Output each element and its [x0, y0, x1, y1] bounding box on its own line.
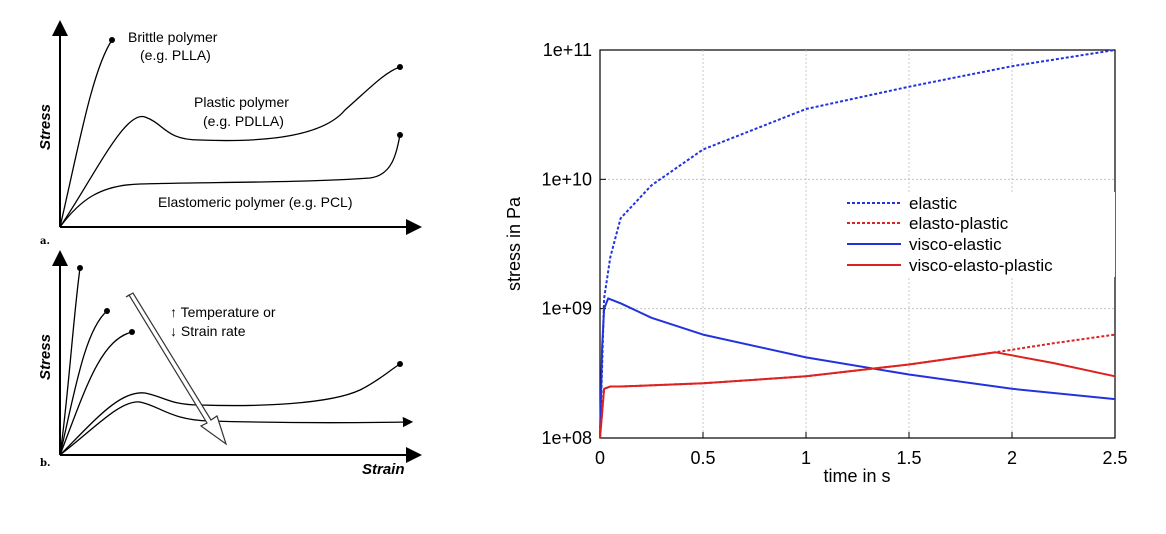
panel-a-brittle-label-1: Brittle polymer [128, 29, 218, 45]
panel-a-plastic-label-2: (e.g. PDLLA) [203, 113, 284, 129]
x-tick-label: 0 [595, 448, 605, 468]
x-tick-label: 0.5 [690, 448, 715, 468]
panel-b: Stress Strain b. ↑ Temperature or ↓ Stra… [37, 250, 422, 478]
x-tick-label: 1.5 [896, 448, 921, 468]
series-line-visco-elasto-plastic [599, 351, 1116, 439]
panel-b-x-label: Strain [362, 461, 405, 478]
chart-grid [600, 50, 1115, 438]
legend-label-elastic: elastic [909, 194, 958, 213]
panel-b-curve-1 [59, 267, 81, 456]
panel-a-letter: a. [40, 236, 50, 247]
series-line-elasto-plastic [599, 333, 1116, 439]
panel-b-curve-3-end-dot [129, 329, 135, 335]
panel-a-brittle-curve [59, 39, 113, 228]
series-line-visco-elastic [599, 297, 1116, 439]
panel-b-trend-arrow [125, 292, 228, 446]
series-line-elastic [599, 49, 1116, 439]
chart-y-label: stress in Pa [504, 196, 524, 291]
y-tick-label: 1e+08 [541, 428, 592, 448]
stress-time-chart: 0 0.5 1 1.5 2 2.5 1e+08 1e+09 1e+10 1e+11 time in… [504, 40, 1128, 486]
x-tick-label: 2.5 [1102, 448, 1127, 468]
panel-b-y-label: Stress [37, 334, 54, 380]
x-tick-label: 2 [1007, 448, 1017, 468]
chart-ticks: 0 0.5 1 1.5 2 2.5 1e+08 1e+09 1e+10 1e+11 [541, 40, 1127, 468]
chart-series [599, 49, 1116, 439]
legend-label-visco-elasto-plastic: visco-elasto-plastic [909, 256, 1053, 275]
panel-b-curve-4-end-dot [397, 361, 403, 367]
panel-a-elastomeric-curve [59, 134, 401, 228]
panel-b-curve-3 [59, 331, 133, 456]
panel-a-brittle-end-dot [109, 37, 115, 43]
legend-label-elasto-plastic: elasto-plastic [909, 214, 1009, 233]
panel-a-brittle-label-2: (e.g. PLLA) [140, 47, 211, 63]
x-tick-label: 1 [801, 448, 811, 468]
y-tick-label: 1e+09 [541, 299, 592, 319]
panel-a-y-label: Stress [37, 104, 54, 150]
panel-a-plastic-curve [59, 66, 401, 228]
chart-legend: elastic elasto-plastic visco-elastic vis… [843, 192, 1115, 277]
panel-b-letter: b. [40, 458, 50, 469]
panel-a-plastic-end-dot [397, 64, 403, 70]
panel-b-curve-5 [59, 401, 414, 456]
legend-background [843, 192, 1115, 277]
panel-a-plastic-label-1: Plastic polymer [194, 94, 289, 110]
panel-b-curve-2 [59, 310, 108, 456]
panel-b-annotation-1: ↑ Temperature or [170, 304, 276, 320]
y-tick-label: 1e+10 [541, 169, 592, 189]
panel-b-curve-2-end-dot [104, 308, 110, 314]
chart-x-label: time in s [823, 466, 890, 486]
legend-label-visco-elastic: visco-elastic [909, 235, 1002, 254]
y-tick-label: 1e+11 [543, 40, 592, 60]
panel-b-curve-1-end-dot [77, 265, 83, 271]
panel-b-annotation-2: ↓ Strain rate [170, 323, 246, 339]
panel-a-elastomeric-end-dot [397, 132, 403, 138]
panel-b-curve-4 [59, 363, 401, 456]
panel-a-elastomeric-label: Elastomeric polymer (e.g. PCL) [158, 194, 353, 210]
panel-a: Stress a. Brittle polymer (e.g. PLLA) Pl… [37, 20, 422, 247]
